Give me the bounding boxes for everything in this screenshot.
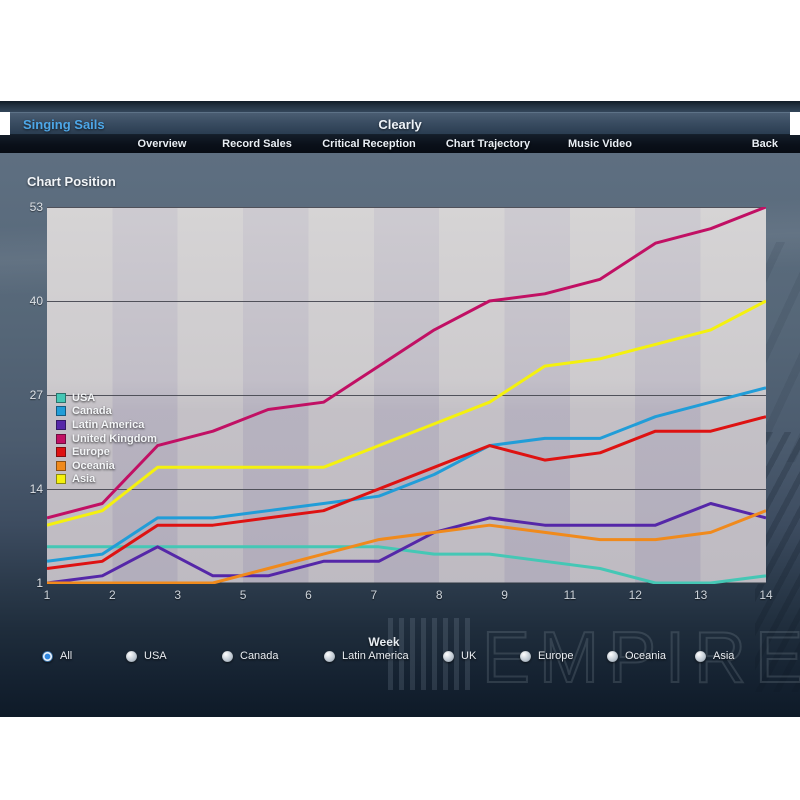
filter-radio-label: Latin America — [342, 650, 409, 662]
series-line-usa — [47, 545, 766, 584]
band-name: Singing Sails — [23, 117, 105, 132]
x-tick-label-1: 1 — [43, 588, 51, 602]
legend-row-oceania: Oceania — [56, 459, 157, 473]
legend-label: United Kingdom — [72, 432, 157, 445]
nav-back-button[interactable]: Back — [751, 138, 778, 150]
legend-swatch — [56, 406, 66, 417]
radio-selected-icon[interactable] — [42, 650, 53, 662]
nav-item-music-video[interactable]: Music Video — [568, 138, 632, 150]
legend-label: Canada — [72, 405, 112, 418]
filter-radio-oceania[interactable]: Oceania — [607, 650, 666, 662]
series-line-united-kingdom — [47, 207, 766, 520]
nav-menu: Back Overview Record Sales Critical Recept… — [0, 135, 800, 153]
nav-item-chart-trajectory[interactable]: Chart Trajectory — [445, 138, 531, 150]
series-line-canada — [47, 386, 766, 563]
radio-icon[interactable] — [520, 650, 531, 662]
legend-label: Oceania — [72, 459, 115, 472]
y-tick-label-1: 1 — [36, 576, 43, 590]
series-line-asia — [47, 299, 766, 527]
filter-radio-label: UK — [461, 650, 477, 662]
x-tick-label-8: 8 — [435, 588, 443, 602]
x-tick-label-5: 5 — [239, 588, 247, 602]
chart-legend: USA Canada Latin America United Kingdom Euro… — [56, 391, 157, 486]
legend-row-latin-america: Latin America — [56, 418, 157, 432]
legend-row-europe: Europe — [56, 445, 157, 459]
y-tick-label-40: 40 — [29, 294, 43, 308]
series-line-oceania — [47, 509, 766, 584]
x-tick-label-6: 6 — [305, 588, 312, 602]
app-window: Singing Sails Clearly Back Overview Recor… — [0, 101, 800, 717]
filter-radio-canada[interactable]: Canada — [222, 650, 279, 662]
nav-item-critical-reception[interactable]: Critical Reception — [322, 138, 416, 150]
legend-swatch — [56, 419, 66, 430]
y-tick-label-53: 53 — [29, 200, 43, 214]
filter-radio-label: All — [60, 650, 73, 662]
nav-item-overview[interactable]: Overview — [137, 138, 187, 150]
series-line-europe — [47, 415, 766, 570]
radio-icon[interactable] — [222, 650, 233, 662]
x-tick-label-2: 2 — [109, 588, 116, 602]
x-tick-label-9: 9 — [501, 588, 508, 602]
radio-icon[interactable] — [126, 650, 137, 662]
legend-swatch — [56, 460, 66, 471]
filter-radio-label: Oceania — [625, 650, 666, 662]
watermark-stripes — [388, 618, 470, 690]
legend-swatch — [56, 433, 66, 444]
x-tick-label-7: 7 — [370, 588, 378, 602]
filter-radio-usa[interactable]: USA — [126, 650, 167, 662]
filter-radio-uk[interactable]: UK — [443, 650, 476, 662]
y-tick-label-27: 27 — [29, 388, 43, 402]
legend-swatch — [56, 447, 66, 458]
chart-lines — [47, 207, 766, 584]
radio-icon[interactable] — [607, 650, 618, 662]
legend-row-canada: Canada — [56, 405, 157, 419]
filter-radio-label: Asia — [713, 650, 735, 662]
legend-label: Asia — [72, 473, 96, 486]
filter-radio-asia[interactable]: Asia — [695, 650, 734, 662]
chart-plot-area — [47, 207, 766, 584]
legend-label: USA — [72, 391, 96, 404]
legend-row-usa: USA — [56, 391, 157, 405]
legend-swatch — [56, 392, 66, 403]
radio-icon[interactable] — [443, 650, 454, 662]
x-tick-label-3: 3 — [174, 588, 182, 602]
song-title: Clearly — [378, 117, 422, 132]
nav-item-record-sales[interactable]: Record Sales — [222, 138, 292, 150]
series-line-latin-america — [47, 502, 766, 584]
legend-row-united-kingdom: United Kingdom — [56, 432, 157, 446]
title-bar: Singing Sails Clearly — [10, 112, 790, 135]
x-tick-label-12: 12 — [628, 588, 642, 602]
watermark-text: EMPIRE — [481, 617, 800, 699]
legend-row-asia: Asia — [56, 473, 157, 487]
x-tick-label-13: 13 — [693, 588, 708, 602]
y-axis-title: Chart Position — [27, 174, 116, 189]
radio-icon[interactable] — [695, 650, 706, 662]
filter-radio-label: Europe — [538, 650, 574, 662]
filter-radio-label: Canada — [240, 650, 279, 662]
radio-icon[interactable] — [324, 650, 335, 662]
filter-radio-europe[interactable]: Europe — [520, 650, 573, 662]
x-axis-title: Week — [368, 635, 400, 649]
filter-radio-all[interactable]: All — [42, 650, 72, 662]
x-tick-label-11: 11 — [563, 588, 577, 602]
legend-swatch — [56, 474, 66, 485]
legend-label: Europe — [72, 446, 110, 459]
legend-label: Latin America — [72, 418, 145, 431]
filter-radio-latin-america[interactable]: Latin America — [324, 650, 409, 662]
filter-radio-label: USA — [144, 650, 167, 662]
x-tick-label-14: 14 — [759, 588, 773, 602]
window-top-strip — [0, 101, 800, 112]
y-tick-label-14: 14 — [29, 482, 43, 496]
